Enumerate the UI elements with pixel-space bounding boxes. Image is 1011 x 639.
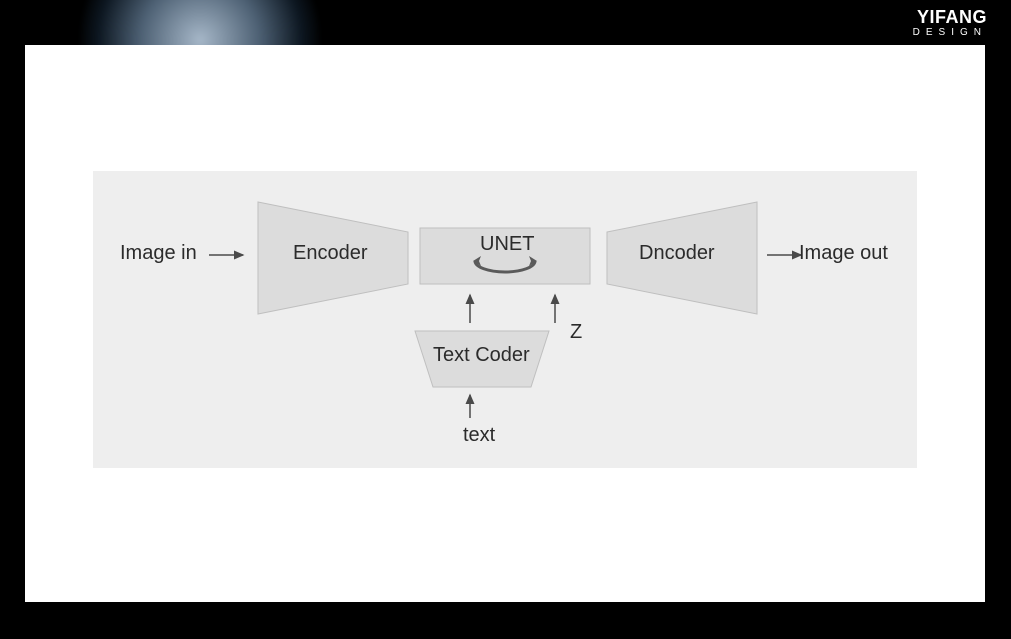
textcoder-label: Text Coder (433, 344, 530, 367)
label-image-out: Image out (799, 242, 888, 265)
label-z: Z (570, 321, 582, 344)
slide-area: Image in Image out Z text Encoder UNET D… (25, 45, 985, 602)
label-image-in: Image in (120, 242, 197, 265)
brand-block: YIFANG DESIGN (913, 8, 987, 38)
brand-title: YIFANG (913, 8, 987, 26)
unet-label: UNET (480, 233, 534, 256)
diagram-panel (93, 171, 917, 468)
brand-subtitle: DESIGN (913, 27, 987, 38)
diagram-canvas (25, 45, 985, 602)
decoder-label: Dncoder (639, 242, 715, 265)
label-text: text (463, 424, 495, 447)
encoder-label: Encoder (293, 242, 368, 265)
